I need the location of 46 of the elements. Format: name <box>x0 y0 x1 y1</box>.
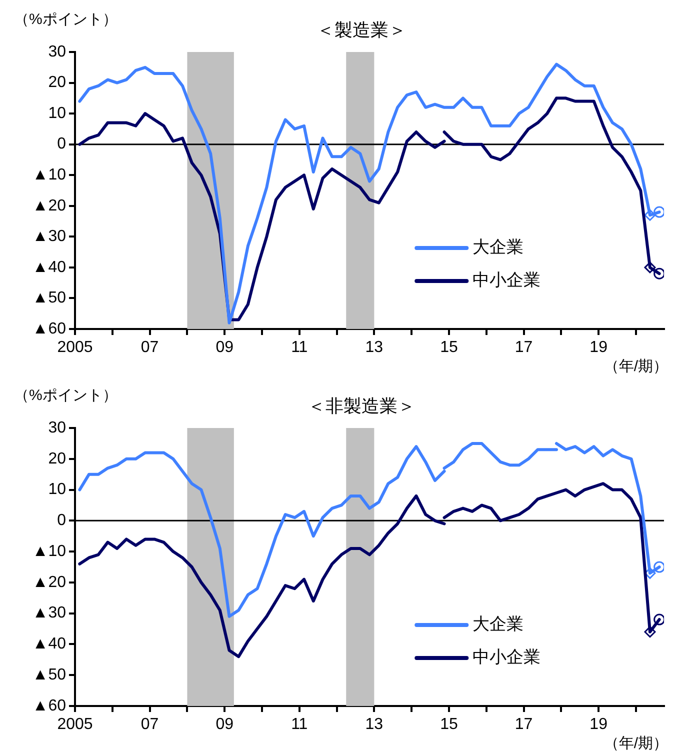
x-tick-label: 07 <box>140 339 159 356</box>
x-axis-title: （年/期） <box>604 735 668 752</box>
y-tick-label: 30 <box>48 43 66 60</box>
x-tick-label: 11 <box>291 716 308 734</box>
legend-label: 中小企業 <box>472 270 541 290</box>
y-tick-label: 0 <box>57 512 66 530</box>
x-tick-label: 09 <box>216 339 234 356</box>
x-tick-label: 11 <box>291 339 308 356</box>
y-tick-label: ▲50 <box>32 290 66 307</box>
x-axis-title: （年/期） <box>604 358 668 376</box>
legend-label: 中小企業 <box>472 648 541 667</box>
legend-label: 大企業 <box>472 614 524 634</box>
x-tick-label: 15 <box>440 716 458 734</box>
x-tick-label: 2005 <box>57 716 93 734</box>
legend-label: 大企業 <box>472 238 524 257</box>
x-tick-label: 2005 <box>57 339 93 356</box>
x-tick-label: 09 <box>216 716 234 734</box>
y-tick-label: ▲20 <box>32 197 66 214</box>
x-tick-label: 07 <box>140 716 159 734</box>
x-tick-label: 13 <box>365 339 384 356</box>
y-tick-label: ▲10 <box>32 166 66 184</box>
y-tick-label: 10 <box>48 481 66 498</box>
y-tick-label: ▲30 <box>32 604 66 622</box>
y-axis-title: （%ポイント） <box>14 11 118 28</box>
y-axis-title: （%ポイント） <box>14 387 118 404</box>
chart-title: ＜非製造業＞ <box>308 396 416 416</box>
x-tick-label: 13 <box>365 716 384 734</box>
x-tick-label: 19 <box>590 339 608 356</box>
y-tick-label: 0 <box>57 136 66 153</box>
y-tick-label: 30 <box>48 419 66 436</box>
chart-title: ＜製造業＞ <box>316 20 406 40</box>
x-tick-label: 19 <box>590 716 608 734</box>
y-tick-label: ▲60 <box>32 320 66 338</box>
y-tick-label: 20 <box>48 450 66 468</box>
y-tick-label: ▲10 <box>32 542 66 560</box>
y-tick-label: ▲40 <box>32 258 66 276</box>
x-tick-label: 17 <box>514 716 533 734</box>
y-tick-label: 20 <box>48 74 66 92</box>
x-tick-label: 15 <box>440 339 458 356</box>
y-tick-label: ▲20 <box>32 574 66 591</box>
y-tick-label: ▲60 <box>32 697 66 714</box>
x-tick-label: 17 <box>514 339 533 356</box>
y-tick-label: ▲50 <box>32 666 66 684</box>
y-tick-label: ▲40 <box>32 636 66 653</box>
y-tick-label: ▲30 <box>32 228 66 246</box>
y-tick-label: 10 <box>48 104 66 122</box>
